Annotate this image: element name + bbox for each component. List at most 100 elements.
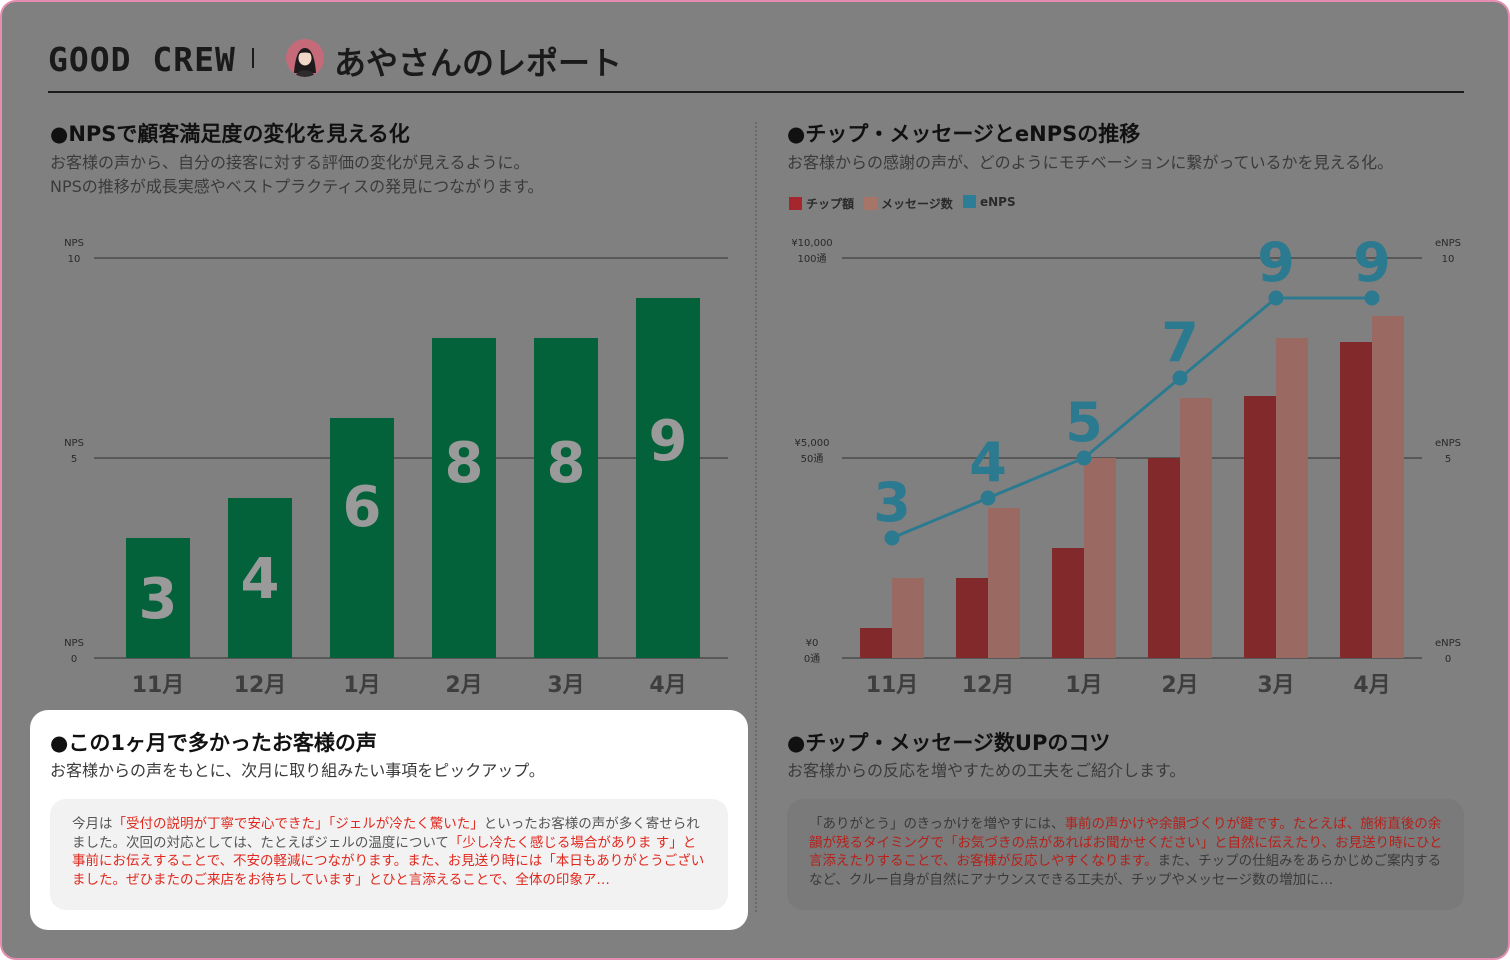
nps-bar [330, 418, 394, 658]
tip-bar [1244, 396, 1276, 658]
enps-point [1364, 290, 1380, 306]
trend-x-tick: 11月 [866, 673, 919, 698]
nps-x-tick: 4月 [649, 673, 686, 698]
trend-section-desc: お客様からの感謝の声が、どのようにモチベーションに繋がっているかを見える化。 [787, 153, 1394, 172]
message-bar [1180, 398, 1212, 658]
nps-section-desc-1: お客様の声から、自分の接客に対する評価の変化が見えるように。 [50, 153, 530, 172]
trend-x-tick: 3月 [1257, 673, 1294, 698]
tips-section-title: ●チップ・メッセージ数UPのコツ [787, 731, 1111, 755]
legend-tip-swatch [789, 197, 802, 210]
legend-tip: チップ額 [789, 195, 854, 212]
tip-bar [1052, 548, 1084, 658]
voice-text-segment: 今月は [72, 816, 113, 832]
nps-data-label: 8 [445, 431, 484, 496]
brand-logo: GOOD CREW [48, 40, 236, 79]
nps-axis-tick: 0 [71, 654, 77, 665]
nps-data-label: 9 [649, 409, 688, 474]
trend-right-axis-label: eNPS [1435, 238, 1461, 249]
trend-x-tick: 4月 [1353, 673, 1390, 698]
nps-section-title: ●NPSで顧客満足度の変化を見える化 [50, 122, 410, 146]
tips-summary-text: 「ありがとう」のきっかけを増やすには、事前の声かけや余韻づくりが鍵です。たとえば… [787, 799, 1464, 910]
trend-right-tick: 5 [1445, 454, 1451, 465]
legend-enps-swatch [963, 195, 976, 208]
message-bar [988, 508, 1020, 658]
enps-data-label: 7 [1161, 311, 1199, 374]
trend-x-tick: 12月 [962, 673, 1015, 698]
legend-enps: eNPS [963, 195, 1016, 209]
legend-enps-label: eNPS [980, 195, 1016, 209]
tip-bar [956, 578, 988, 658]
nps-data-label: 8 [547, 431, 586, 496]
enps-point [1268, 290, 1284, 306]
tips-section-desc: お客様からの反応を増やすための工夫をご紹介します。 [787, 761, 1186, 780]
message-bar [892, 578, 924, 658]
voice-summary-text: 今月は「受付の説明が丁寧で安心できた」「ジェルが冷たく驚いた」といったお客様の声… [50, 799, 728, 910]
enps-line [891, 296, 1372, 540]
trend-left-tick-yen: ¥10,000 [791, 238, 832, 249]
nps-x-tick: 3月 [547, 673, 584, 698]
nps-bar [126, 538, 190, 658]
nps-bar [432, 338, 496, 658]
nps-axis-label: NPS [64, 238, 84, 249]
tips-text-segment: 「ありがとう」のきっかけを増やすには、 [809, 816, 1065, 832]
legend-message-swatch [864, 197, 877, 210]
nps-x-tick: 12月 [234, 673, 287, 698]
trend-left-tick-count: 50通 [801, 453, 824, 465]
nps-data-label: 3 [139, 567, 178, 632]
trend-right-axis-label: eNPS [1435, 638, 1461, 649]
nps-axis-label: NPS [64, 638, 84, 649]
trend-x-tick: 2月 [1161, 673, 1198, 698]
nps-bar [636, 298, 700, 658]
nps-section-desc-2: NPSの推移が成長実感やベストプラクティスの発見につながります。 [50, 177, 544, 196]
enps-point [980, 490, 996, 506]
trend-right-axis-label: eNPS [1435, 438, 1461, 449]
message-bar [1084, 458, 1116, 658]
enps-data-label: 4 [969, 431, 1007, 494]
trend-section-title: ●チップ・メッセージとeNPSの推移 [787, 122, 1141, 146]
trend-left-tick-yen: ¥0 [806, 638, 819, 649]
voice-text-segment: といったお客様の声が多く寄せられました。次回の対応としては、たとえばジェルの温度… [72, 816, 700, 851]
enps-data-label: 3 [873, 471, 911, 534]
tips-text-segment: 事前の声かけや余韻づくりが鍵です。たとえば、施術直後の余韻が残るタイミングで「お… [809, 816, 1443, 869]
enps-point [1076, 450, 1092, 466]
nps-axis-tick: 10 [68, 254, 81, 265]
voice-text-segment: 「少し冷たく感じる場合がありま す」と事前にお伝えすることで、不安の軽減につなが… [72, 834, 705, 888]
voice-text-segment: 「受付の説明が丁寧で安心できた」「ジェルが冷たく驚いた」 [112, 816, 484, 832]
tip-bar [1340, 342, 1372, 658]
trend-left-tick-count: 0通 [804, 653, 820, 665]
trend-left-tick-count: 100通 [797, 253, 826, 265]
tip-bar [860, 628, 892, 658]
nps-bar [228, 498, 292, 658]
tip-bar [1148, 458, 1180, 658]
message-bar [1372, 316, 1404, 658]
avatar-face-icon [286, 39, 324, 77]
nps-x-tick: 11月 [132, 673, 185, 698]
header-separator [252, 48, 254, 68]
enps-point [884, 530, 900, 546]
enps-point [1172, 370, 1188, 386]
nps-bar [534, 338, 598, 658]
message-bar [1276, 338, 1308, 658]
nps-axis-tick: 5 [71, 454, 77, 465]
nps-x-tick: 2月 [445, 673, 482, 698]
legend-message-label: メッセージ数 [881, 197, 953, 211]
trend-right-tick: 0 [1445, 654, 1451, 665]
enps-data-label: 5 [1065, 391, 1103, 454]
enps-data-label: 9 [1257, 231, 1295, 294]
header-divider [48, 91, 1464, 93]
column-divider [755, 122, 757, 912]
tips-text-segment: また、チップの仕組みをあらかじめご案内するなど、クルー自身が自然にアナウンスでき… [809, 853, 1442, 888]
nps-data-label: 6 [343, 475, 382, 540]
nps-data-label: 4 [241, 547, 280, 612]
voice-section-desc: お客様からの声をもとに、次月に取り組みたい事項をピックアップ。 [50, 761, 545, 780]
trend-left-tick-yen: ¥5,000 [795, 438, 830, 449]
nps-x-tick: 1月 [343, 673, 380, 698]
nps-axis-label: NPS [64, 438, 84, 449]
page-title: あやさんのレポート [334, 44, 623, 82]
trend-right-tick: 10 [1442, 254, 1455, 265]
avatar [286, 39, 324, 77]
legend-message: メッセージ数 [864, 195, 953, 212]
enps-data-label: 9 [1353, 231, 1391, 294]
